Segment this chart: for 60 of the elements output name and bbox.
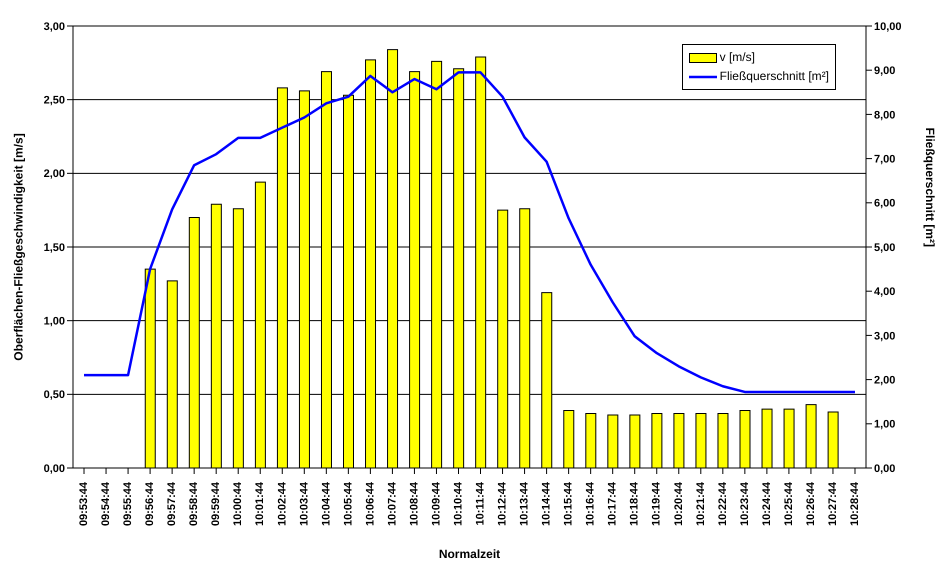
x-tick-label: 09:58:44 <box>188 481 200 526</box>
x-tick-label: 10:04:44 <box>320 481 332 526</box>
y2-tick-label: 10,00 <box>874 20 902 33</box>
y2-tick-label: 7,00 <box>874 154 896 166</box>
x-tick-label: 09:56:44 <box>144 481 156 526</box>
y2-tick-label: 2,00 <box>874 374 896 387</box>
x-tick-label: 10:25:44 <box>782 481 795 526</box>
x-tick-label: 10:19:44 <box>650 481 663 526</box>
y2-tick-label: 9,00 <box>874 65 896 78</box>
y2-tick-label: 8,00 <box>874 109 896 122</box>
x-tick-label: 10:12:44 <box>496 481 509 526</box>
x-tick-label: 10:20:44 <box>672 481 685 526</box>
x-tick-label: 10:10:44 <box>452 481 464 526</box>
x-tick-label: 10:06:44 <box>364 481 376 526</box>
x-tick-label: 10:28:44 <box>848 481 861 526</box>
x-tick-label: 10:17:44 <box>606 481 619 526</box>
line-series <box>82 71 856 394</box>
x-tick-label: 10:22:44 <box>716 481 729 526</box>
x-tick-label: 10:01:44 <box>254 481 266 526</box>
x-tick-label: 09:59:44 <box>210 481 222 526</box>
y-tick-label: 0,00 <box>44 462 65 475</box>
x-tick-label: 10:14:44 <box>540 481 553 526</box>
x-tick-label: 10:09:44 <box>430 481 442 526</box>
x-tick-label: 10:02:44 <box>276 481 288 526</box>
x-tick-label: 10:21:44 <box>694 481 707 526</box>
y-tick-label: 3,00 <box>44 20 65 33</box>
y-tick-label: 2,00 <box>44 168 65 180</box>
x-tick-label: 10:11:44 <box>474 481 487 526</box>
x-tick-label: 09:55:44 <box>122 481 134 526</box>
y2-axis-title: Fließquerschnitt [m²] <box>922 128 937 247</box>
x-tick-label: 10:00:44 <box>232 481 244 526</box>
x-tick-label: 09:54:44 <box>100 481 112 526</box>
x-tick-label: 10:18:44 <box>628 481 641 526</box>
y-tick-label: 1,00 <box>44 316 65 328</box>
x-tick-label: 10:27:44 <box>826 481 839 526</box>
x-tick-label: 09:53:44 <box>78 481 90 526</box>
y2-tick-label: 3,00 <box>874 330 896 342</box>
x-tick-label: 10:03:44 <box>298 481 310 526</box>
x-tick-label: 09:57:44 <box>166 481 178 526</box>
y2-tick-label: 4,00 <box>874 286 896 298</box>
y-tick-label: 2,50 <box>44 94 65 107</box>
x-tick-label: 10:16:44 <box>584 481 597 526</box>
y-tick-label: 0,50 <box>44 389 65 402</box>
x-tick-label: 10:26:44 <box>804 481 817 526</box>
y2-tick-label: 0,00 <box>874 462 896 475</box>
x-tick-label: 10:08:44 <box>408 481 420 526</box>
x-tick-label: 10:13:44 <box>518 481 531 526</box>
y-tick-label: 1,50 <box>44 242 65 254</box>
x-tick-label: 10:05:44 <box>342 481 354 526</box>
x-tick-label: 10:15:44 <box>562 481 575 526</box>
legend-label: Fließquerschnitt [m²] <box>720 69 829 83</box>
x-tick-label: 10:07:44 <box>386 481 398 526</box>
y2-tick-label: 5,00 <box>874 242 896 254</box>
legend-label: v [m/s] <box>720 50 755 64</box>
y-axis-title: Oberflächen-Fließgeschwindigkeit [m/s] <box>11 133 26 361</box>
y2-tick-label: 1,00 <box>874 418 896 431</box>
x-tick-label: 10:24:44 <box>760 481 773 526</box>
x-axis-title: Normalzeit <box>438 547 500 561</box>
x-tick-label: 10:23:44 <box>738 481 751 526</box>
y2-tick-label: 6,00 <box>874 198 896 210</box>
